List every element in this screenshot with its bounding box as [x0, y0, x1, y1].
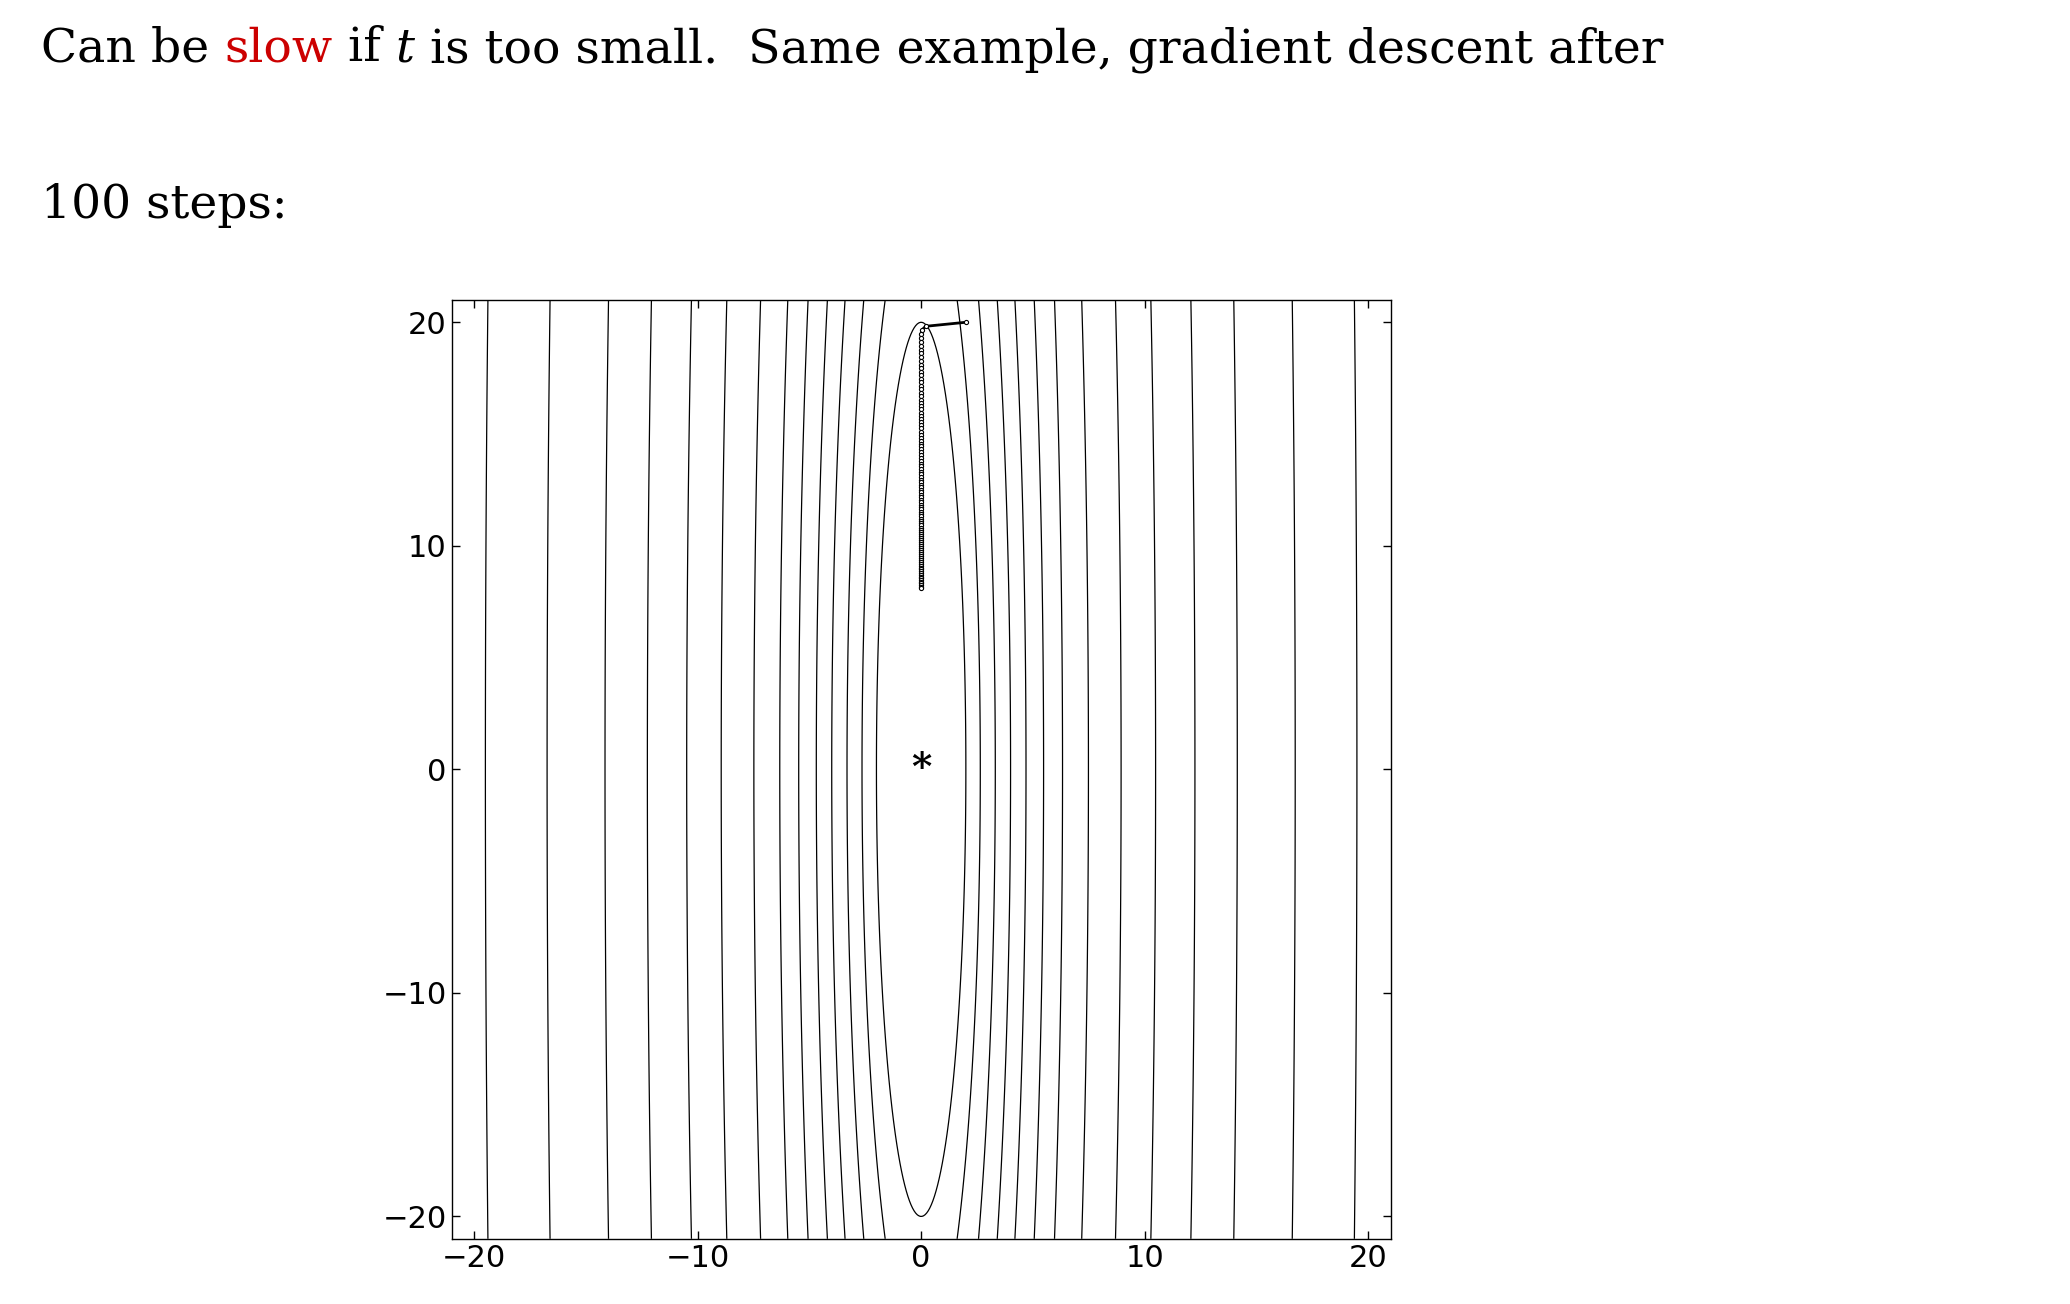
Text: 100 steps:: 100 steps: [41, 183, 288, 228]
Text: Can be: Can be [41, 26, 224, 72]
Text: t: t [395, 26, 414, 72]
Text: slow: slow [224, 26, 333, 72]
Text: is too small.  Same example, gradient descent after: is too small. Same example, gradient des… [414, 26, 1662, 73]
Text: if: if [333, 26, 395, 72]
Text: *: * [911, 750, 932, 789]
